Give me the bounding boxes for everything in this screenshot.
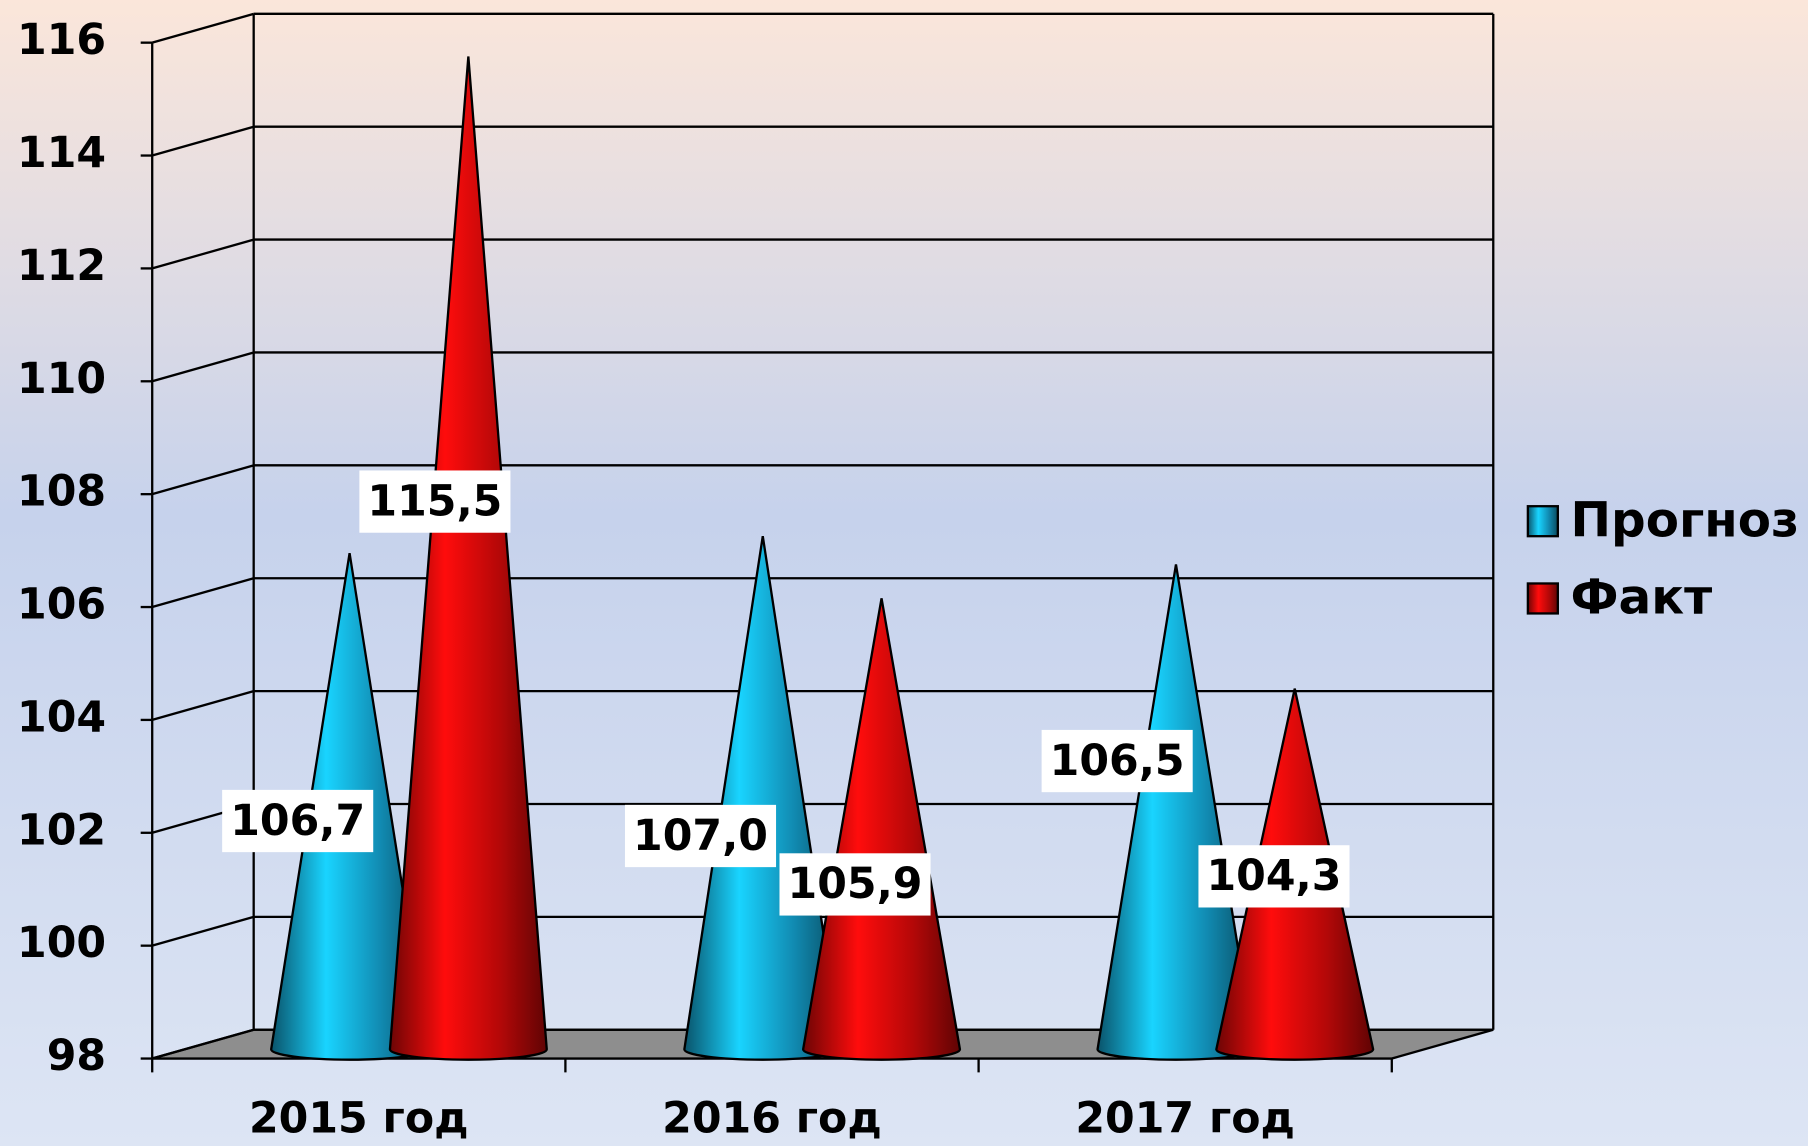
value-label-box <box>1198 845 1350 908</box>
y-tick-label: 116 <box>17 15 106 65</box>
value-label-box <box>1041 729 1193 793</box>
side-grid-line <box>151 125 254 157</box>
x-tick-label: 2017 год <box>1075 1093 1295 1143</box>
cone <box>801 598 962 1061</box>
side-grid-line <box>151 915 254 947</box>
y-tick-label: 108 <box>17 467 106 517</box>
side-grid-line <box>151 12 254 44</box>
y-tick-label: 112 <box>17 241 106 291</box>
value-label-box <box>359 470 511 533</box>
cone <box>388 56 548 1061</box>
value-label-box <box>624 804 777 868</box>
side-grid-line <box>151 238 254 270</box>
value-label-box <box>222 789 374 853</box>
value-label: 106,5 <box>1050 736 1185 786</box>
plot: 98 100 102 104 106 108 110 112 114 116 2015 год 201… <box>17 12 1800 1143</box>
side-grid-line <box>151 351 254 383</box>
y-tick-label: 98 <box>47 1031 106 1081</box>
side-grid-line <box>151 577 254 609</box>
x-tick-label: 2015 год <box>249 1093 469 1143</box>
y-tick-label: 106 <box>17 580 106 630</box>
value-label-box <box>779 853 931 916</box>
side-grid-line <box>151 1028 254 1060</box>
side-grid-line <box>151 464 254 496</box>
value-label: 115,5 <box>367 476 502 526</box>
legend-swatch <box>1526 505 1559 538</box>
value-label: 105,9 <box>788 859 923 909</box>
legend-label: Прогноз <box>1571 493 1800 549</box>
legend-label: Факт <box>1571 570 1713 626</box>
value-label: 104,3 <box>1207 851 1342 901</box>
value-label: 106,7 <box>230 796 365 846</box>
y-tick-label: 110 <box>17 354 106 404</box>
legend-swatch <box>1526 582 1559 615</box>
y-tick-label: 100 <box>17 918 106 968</box>
side-grid-line <box>151 689 254 722</box>
y-tick-label: 114 <box>17 128 106 178</box>
value-label: 107,0 <box>633 811 768 861</box>
x-tick-label: 2016 год <box>662 1093 882 1143</box>
y-tick-label: 102 <box>17 805 106 855</box>
y-tick-label: 104 <box>17 692 106 742</box>
